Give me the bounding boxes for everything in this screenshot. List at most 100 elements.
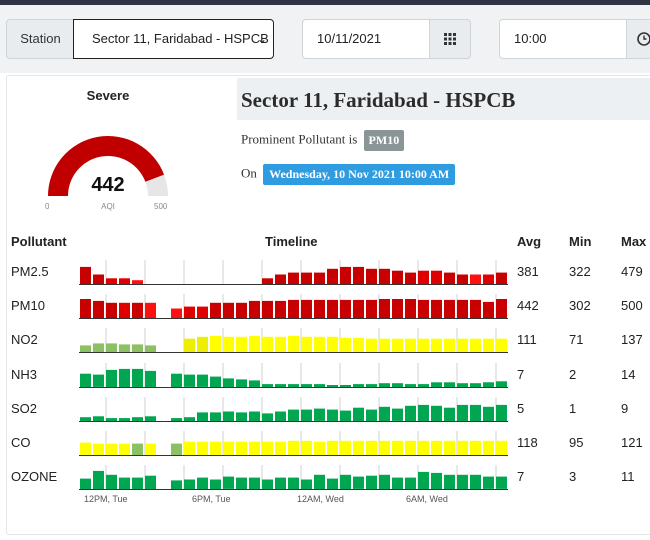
timeline-bar[interactable] — [197, 477, 208, 489]
timeline-bar[interactable] — [262, 413, 273, 421]
timeline-bar[interactable] — [366, 440, 377, 456]
timeline-bar[interactable] — [444, 407, 455, 421]
timeline-bar[interactable] — [366, 384, 377, 387]
timeline-bar[interactable] — [106, 474, 117, 490]
timeline-bar[interactable] — [236, 302, 247, 318]
timeline-bar[interactable] — [314, 408, 325, 421]
timeline-bar[interactable] — [340, 299, 351, 318]
timeline-bar[interactable] — [483, 301, 494, 318]
timeline-bar[interactable] — [301, 336, 312, 352]
timeline-bar[interactable] — [80, 299, 91, 318]
timeline-bar[interactable] — [197, 336, 208, 352]
timeline-bar[interactable] — [340, 474, 351, 490]
timeline-bar[interactable] — [171, 443, 182, 455]
timeline-bar[interactable] — [301, 409, 312, 421]
timeline-bar[interactable] — [366, 299, 377, 318]
timeline-bar[interactable] — [171, 418, 182, 421]
timeline-bar[interactable] — [327, 385, 338, 387]
timeline-bar[interactable] — [496, 299, 507, 318]
timeline-bar[interactable] — [496, 404, 507, 421]
timeline-bar[interactable] — [184, 306, 195, 318]
timeline-bar[interactable] — [457, 299, 468, 318]
timeline-bar[interactable] — [418, 338, 429, 352]
timeline-bar[interactable] — [496, 381, 507, 387]
timeline-bar[interactable] — [496, 272, 507, 284]
timeline-bar[interactable] — [392, 408, 403, 421]
timeline-bar[interactable] — [275, 411, 286, 422]
timeline-bar[interactable] — [145, 416, 156, 422]
timeline-bar[interactable] — [366, 409, 377, 421]
clock-button[interactable] — [626, 19, 650, 59]
timeline-bar[interactable] — [210, 376, 221, 388]
timeline-bar[interactable] — [496, 440, 507, 456]
timeline-bar[interactable] — [340, 337, 351, 353]
timeline-bar[interactable] — [249, 411, 260, 422]
timeline-bar[interactable] — [405, 384, 416, 387]
timeline-bar[interactable] — [106, 418, 117, 421]
timeline-bar[interactable] — [288, 440, 299, 456]
timeline-bar[interactable] — [470, 474, 481, 490]
timeline-bar[interactable] — [496, 338, 507, 352]
timeline-bar[interactable] — [314, 384, 325, 387]
timeline-bar[interactable] — [470, 274, 481, 285]
timeline-bar[interactable] — [457, 440, 468, 456]
timeline-bar[interactable] — [171, 373, 182, 387]
timeline-bar[interactable] — [431, 270, 442, 284]
timeline-bar[interactable] — [184, 441, 195, 455]
timeline-bar[interactable] — [93, 300, 104, 318]
timeline-bar[interactable] — [145, 443, 156, 455]
timeline-bar[interactable] — [262, 300, 273, 318]
timeline-bar[interactable] — [275, 384, 286, 387]
timeline-bar[interactable] — [444, 272, 455, 284]
timeline-bar[interactable] — [210, 479, 221, 490]
timeline-bar[interactable] — [288, 335, 299, 352]
timeline-bar[interactable] — [93, 416, 104, 422]
timeline-bar[interactable] — [93, 443, 104, 455]
timeline-bar[interactable] — [106, 278, 117, 284]
timeline-bar[interactable] — [327, 409, 338, 421]
timeline-bar[interactable] — [93, 274, 104, 285]
timeline-bar[interactable] — [249, 300, 260, 318]
timeline-bar[interactable] — [223, 378, 234, 387]
timeline-bar[interactable] — [262, 278, 273, 284]
timeline-bar[interactable] — [249, 380, 260, 387]
timeline-bar[interactable] — [340, 410, 351, 422]
timeline-bar[interactable] — [210, 335, 221, 352]
timeline-bar[interactable] — [353, 476, 364, 489]
timeline-bar[interactable] — [119, 477, 130, 489]
timeline-bar[interactable] — [483, 406, 494, 422]
timeline-bar[interactable] — [145, 345, 156, 352]
timeline-bar[interactable] — [236, 441, 247, 455]
timeline-bar[interactable] — [301, 479, 312, 490]
timeline-bar[interactable] — [301, 272, 312, 284]
timeline-bar[interactable] — [301, 384, 312, 387]
timeline-bar[interactable] — [210, 302, 221, 318]
timeline-bar[interactable] — [210, 441, 221, 455]
timeline-bar[interactable] — [444, 474, 455, 490]
timeline-bar[interactable] — [184, 374, 195, 387]
timeline-bar[interactable] — [483, 440, 494, 456]
timeline-bar[interactable] — [80, 417, 91, 421]
timeline-bar[interactable] — [314, 474, 325, 490]
timeline-bar[interactable] — [379, 474, 390, 490]
timeline-bar[interactable] — [93, 470, 104, 489]
timeline-bar[interactable] — [197, 441, 208, 455]
timeline-bar[interactable] — [223, 336, 234, 352]
timeline-bar[interactable] — [405, 338, 416, 352]
timeline-bar[interactable] — [483, 476, 494, 489]
timeline-bar[interactable] — [288, 384, 299, 387]
timeline-bar[interactable] — [236, 379, 247, 387]
timeline-bar[interactable] — [184, 417, 195, 421]
timeline-bar[interactable] — [80, 442, 91, 455]
timeline-bar[interactable] — [93, 374, 104, 387]
timeline-bar[interactable] — [379, 338, 390, 352]
timeline-bar[interactable] — [119, 302, 130, 318]
timeline-bar[interactable] — [431, 472, 442, 489]
timeline-bar[interactable] — [418, 471, 429, 489]
timeline-bar[interactable] — [132, 477, 143, 489]
timeline-bar[interactable] — [132, 417, 143, 421]
timeline-bar[interactable] — [249, 477, 260, 489]
timeline-bar[interactable] — [392, 440, 403, 456]
timeline-bar[interactable] — [431, 382, 442, 388]
timeline-bar[interactable] — [366, 268, 377, 284]
